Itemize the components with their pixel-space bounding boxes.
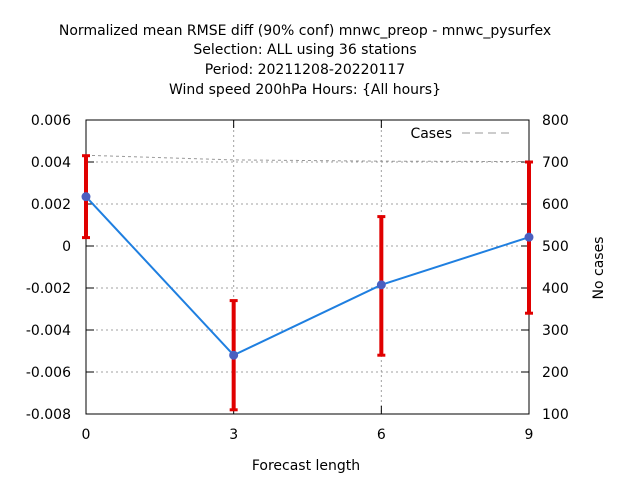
x-tick-label: 6 <box>377 427 386 443</box>
data-point <box>81 192 91 202</box>
x-tick-label: 9 <box>525 427 534 443</box>
y-tick-label: -0.006 <box>26 365 71 381</box>
title-line-1: Normalized mean RMSE diff (90% conf) mnw… <box>59 23 551 39</box>
title-line-4: Wind speed 200hPa Hours: {All hours} <box>169 82 441 98</box>
y-tick-label: 0.006 <box>31 113 71 129</box>
data-point <box>229 350 239 360</box>
y2-tick-label: 600 <box>542 197 569 213</box>
y2-tick-label: 800 <box>542 113 569 129</box>
y2-tick-label: 500 <box>542 239 569 255</box>
y-tick-label: 0.004 <box>31 155 71 171</box>
y-tick-label: -0.004 <box>26 323 71 339</box>
rmse-diff-series <box>81 154 534 412</box>
legend: Cases <box>410 126 510 142</box>
x-tick-label: 3 <box>229 427 238 443</box>
x-axis-ticks: 0 3 6 9 <box>82 120 534 443</box>
data-point <box>376 280 386 290</box>
y2-tick-label: 100 <box>542 407 569 423</box>
y-tick-label: 0 <box>62 239 71 255</box>
y2-tick-label: 700 <box>542 155 569 171</box>
x-tick-label: 0 <box>82 427 91 443</box>
y-axis-ticks: -0.008 -0.006 -0.004 -0.002 0 0.002 0.004 0.006 <box>26 113 94 423</box>
y2-tick-label: 400 <box>542 281 569 297</box>
legend-label-cases: Cases <box>410 126 452 142</box>
data-point <box>524 232 534 242</box>
y2-axis-ticks: 100 200 300 400 500 600 700 800 <box>521 113 569 423</box>
cases-line <box>85 154 530 163</box>
y2-tick-label: 200 <box>542 365 569 381</box>
x-axis-label: Forecast length <box>252 458 360 474</box>
title-line-3: Period: 20211208-20220117 <box>205 62 405 78</box>
title-line-2: Selection: ALL using 36 stations <box>193 42 416 58</box>
cases-series <box>85 154 530 163</box>
y-tick-label: 0.002 <box>31 197 71 213</box>
rmse-diff-line <box>85 195 530 357</box>
y-tick-label: -0.002 <box>26 281 71 297</box>
y2-tick-label: 300 <box>542 323 569 339</box>
chart-title: Normalized mean RMSE diff (90% conf) mnw… <box>59 23 551 98</box>
y2-axis-label: No cases <box>591 237 607 300</box>
y-tick-label: -0.008 <box>26 407 71 423</box>
